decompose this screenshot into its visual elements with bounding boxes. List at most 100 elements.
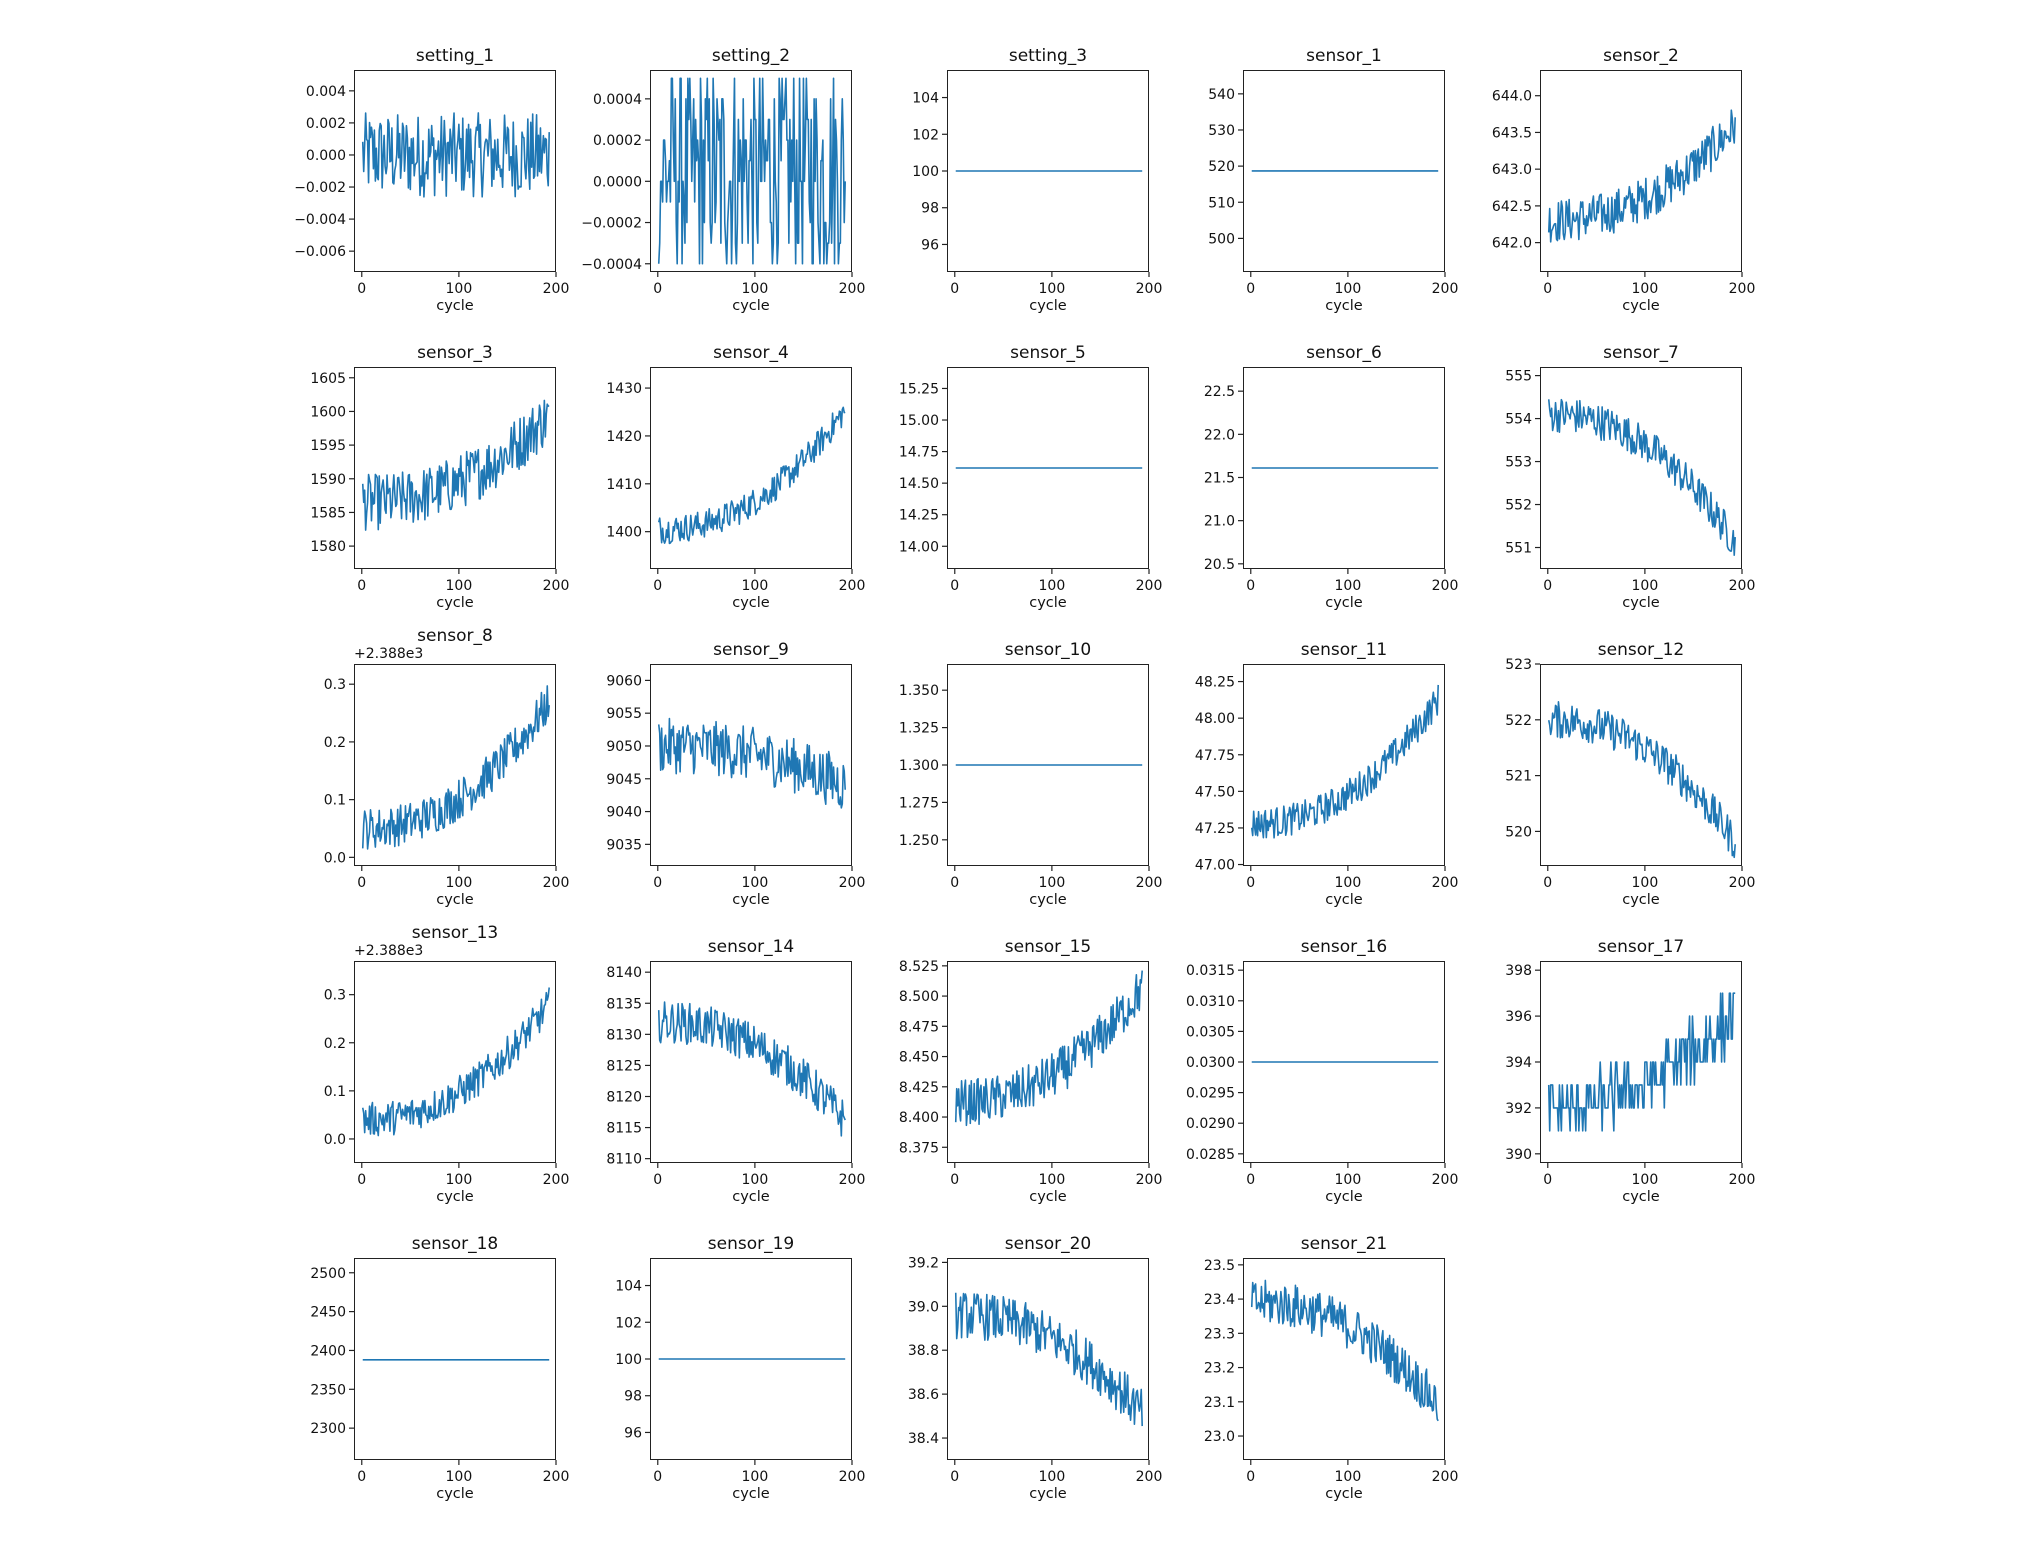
x-tick-label: 0 xyxy=(1543,281,1552,297)
x-tick-label: 200 xyxy=(839,578,866,594)
y-tick-label: 23.5 xyxy=(1204,1258,1235,1274)
y-tick-label: 100 xyxy=(615,1352,642,1368)
data-series-line xyxy=(1547,398,1736,556)
x-tick-label: 200 xyxy=(839,1469,866,1485)
y-tick-label: 642.0 xyxy=(1492,236,1532,252)
y-tick-label: 38.8 xyxy=(908,1343,939,1359)
x-tick-label: 0 xyxy=(357,875,366,891)
subplot-title: sensor_14 xyxy=(707,937,795,957)
x-axis-label: cycle xyxy=(436,298,474,314)
x-tick-label: 100 xyxy=(446,875,473,891)
x-tick-label: 0 xyxy=(1246,1172,1255,1188)
x-axis-label: cycle xyxy=(1029,1189,1067,1205)
subplot-sensor-5: sensor_5 14.00 14.25 14.50 14.75 15.00 15.25 0 1… xyxy=(899,343,1162,611)
y-tick-label: 540 xyxy=(1208,87,1235,103)
x-axis-label: cycle xyxy=(436,892,474,908)
y-tick-label: 21.0 xyxy=(1204,514,1235,530)
y-tick-label: −0.0002 xyxy=(581,216,642,232)
y-tick-label: 47.25 xyxy=(1195,821,1235,837)
y-tick-label: 520 xyxy=(1208,159,1235,175)
x-tick-label: 200 xyxy=(1432,1469,1459,1485)
y-tick-label: 8110 xyxy=(606,1152,642,1168)
subplot-sensor-19: sensor_19 96 98 100 102 104 0 100 200 cycle xyxy=(615,1234,865,1502)
y-tick-label: 8.475 xyxy=(899,1019,939,1035)
x-tick-label: 100 xyxy=(1335,1172,1362,1188)
y-tick-label: 9040 xyxy=(606,805,642,821)
subplot-title: sensor_6 xyxy=(1306,343,1382,363)
x-axis-label: cycle xyxy=(1325,1189,1363,1205)
subplot-title: setting_2 xyxy=(711,46,791,66)
y-tick-label: −0.0004 xyxy=(581,257,642,273)
subplot-sensor-1: sensor_1 500 510 520 530 540 0 100 200 cycle xyxy=(1208,46,1458,314)
y-tick-label: 98 xyxy=(921,201,939,217)
line-plot: 96 98 100 102 104 0 100 200 xyxy=(912,91,1162,297)
y-tick-label: 0.0295 xyxy=(1186,1086,1235,1102)
y-tick-label: 1.250 xyxy=(899,833,939,849)
y-tick-label: 100 xyxy=(912,164,939,180)
x-axis-label: cycle xyxy=(732,298,770,314)
subplot-sensor-4: sensor_4 1400 1410 1420 1430 0 100 200 cycle xyxy=(606,343,865,611)
y-tick-label: 390 xyxy=(1505,1147,1532,1163)
axes-frame xyxy=(947,961,1149,1163)
y-tick-label: 23.2 xyxy=(1204,1361,1235,1377)
x-tick-label: 100 xyxy=(1039,578,1066,594)
y-tick-label: 8130 xyxy=(606,1027,642,1043)
data-series-line xyxy=(1547,109,1736,243)
x-axis-label: cycle xyxy=(1622,595,1660,611)
line-plot: 0.0 0.1 0.2 0.3 0 100 200 xyxy=(324,987,569,1188)
y-tick-label: 0.0290 xyxy=(1186,1116,1235,1132)
y-tick-label: 23.0 xyxy=(1204,1429,1235,1445)
x-tick-label: 200 xyxy=(1729,578,1756,594)
y-tick-label: 0.000 xyxy=(306,148,346,164)
x-tick-label: 200 xyxy=(1136,281,1163,297)
subplot-sensor-9: sensor_9 9035 9040 9045 9050 9055 9060 0 100 200 c… xyxy=(606,640,865,908)
y-tick-label: 554 xyxy=(1505,412,1532,428)
y-tick-label: 48.25 xyxy=(1195,675,1235,691)
y-tick-label: 0.3 xyxy=(324,677,346,693)
y-tick-label: 15.00 xyxy=(899,413,939,429)
y-tick-label: 510 xyxy=(1208,195,1235,211)
subplot-sensor-21: sensor_21 23.0 23.1 23.2 23.3 23.4 23.5 0 100 200… xyxy=(1204,1234,1459,1502)
y-tick-label: 642.5 xyxy=(1492,199,1532,215)
x-tick-label: 200 xyxy=(839,875,866,891)
subplot-sensor-11: sensor_11 47.00 47.25 47.50 47.75 48.00 48.25 0… xyxy=(1195,640,1458,908)
x-tick-label: 100 xyxy=(1039,1172,1066,1188)
subplot-title: sensor_16 xyxy=(1300,937,1388,957)
y-tick-label: 0.2 xyxy=(324,735,346,751)
x-tick-label: 200 xyxy=(1432,875,1459,891)
y-tick-label: 0.0300 xyxy=(1186,1055,1235,1071)
data-series-line xyxy=(954,1292,1143,1427)
y-tick-label: 552 xyxy=(1505,498,1532,514)
axes-frame xyxy=(354,664,556,866)
axes-frame xyxy=(1540,367,1742,569)
subplot-sensor-14: sensor_14 8110 8115 8120 8125 8130 8135 8140 0 10… xyxy=(606,937,865,1205)
x-tick-label: 0 xyxy=(950,578,959,594)
y-tick-label: 23.4 xyxy=(1204,1292,1235,1308)
y-tick-label: 0.0004 xyxy=(593,92,642,108)
x-tick-label: 100 xyxy=(1335,281,1362,297)
line-plot: 1.250 1.275 1.300 1.325 1.350 0 100 200 xyxy=(899,683,1162,891)
x-tick-label: 100 xyxy=(1632,281,1659,297)
y-tick-label: 1605 xyxy=(310,371,346,387)
x-axis-label: cycle xyxy=(1029,1486,1067,1502)
x-tick-label: 200 xyxy=(543,281,570,297)
line-plot: 23.0 23.1 23.2 23.3 23.4 23.5 0 100 200 xyxy=(1204,1258,1459,1485)
subplot-sensor-10: sensor_10 1.250 1.275 1.300 1.325 1.350 0 100 20… xyxy=(899,640,1162,908)
x-tick-label: 100 xyxy=(1039,875,1066,891)
y-tick-label: 643.5 xyxy=(1492,125,1532,141)
y-tick-label: 0.2 xyxy=(324,1036,346,1052)
line-plot: 0.0 0.1 0.2 0.3 0 100 200 xyxy=(324,677,570,891)
x-tick-label: 200 xyxy=(1432,281,1459,297)
x-axis-label: cycle xyxy=(1325,1486,1363,1502)
x-tick-label: 0 xyxy=(653,875,662,891)
subplot-title: sensor_21 xyxy=(1300,1234,1388,1254)
x-axis-label: cycle xyxy=(1622,298,1660,314)
y-tick-label: 14.00 xyxy=(899,539,939,555)
y-tick-label: 1410 xyxy=(606,477,642,493)
subplot-sensor-2: sensor_2 642.0 642.5 643.0 643.5 644.0 0 100 200… xyxy=(1492,46,1755,314)
y-tick-label: 0.0 xyxy=(324,1132,346,1148)
line-plot: 8.375 8.400 8.425 8.450 8.475 8.500 8.525 0 100 2… xyxy=(899,959,1162,1188)
x-axis-label: cycle xyxy=(732,595,770,611)
line-plot: 8110 8115 8120 8125 8130 8135 8140 0 100 200 xyxy=(606,965,865,1188)
x-tick-label: 0 xyxy=(1246,578,1255,594)
